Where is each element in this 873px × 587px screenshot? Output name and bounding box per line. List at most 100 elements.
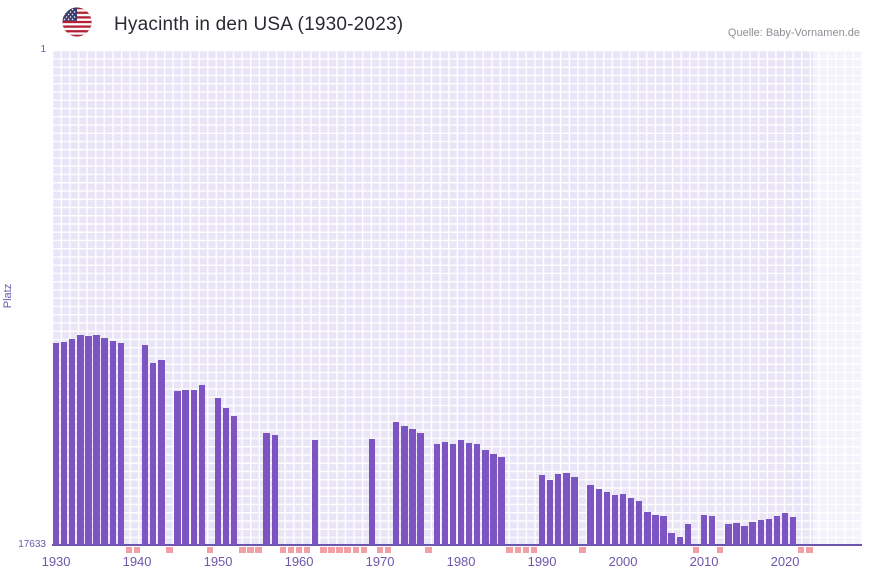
missing-year-marker [384,547,392,553]
missing-year-marker [166,547,173,553]
rank-bar [222,407,230,545]
rank-bar [684,524,692,545]
x-axis-tick-label: 1950 [203,554,233,569]
x-axis-tick-label: 1980 [446,554,476,569]
rank-bar [417,433,424,545]
x-axis-labels: 1930 1940 1950 1960 1970 1980 1990 2000 2010 2020 [42,552,862,572]
missing-year-marker [320,547,327,553]
rank-bar [611,494,619,545]
rank-bar [465,443,473,545]
missing-year-marker [514,547,521,553]
rank-bar [271,434,278,545]
rank-bar [538,475,546,545]
recent-years-highlight-band [813,50,862,545]
rank-bar [393,421,400,545]
rank-bar [587,485,594,545]
rank-bar [725,524,732,545]
rank-bar [109,340,116,545]
chart-title: Hyacinth in den USA (1930-2023) [114,14,404,35]
rank-bar [449,444,457,545]
rank-bar [700,514,708,545]
rank-bar [433,444,440,545]
x-axis-tick-label: 1970 [365,554,395,569]
rank-bar [263,433,270,545]
rank-bar [660,516,667,545]
x-axis-line [52,544,862,546]
rank-bar [60,341,68,545]
missing-year-marker [506,547,513,553]
y-axis-top-tick-label: 1 [40,44,46,55]
missing-year-marker [287,547,295,553]
x-axis-tick-label: 1990 [527,554,557,569]
rank-bar [563,472,570,545]
y-axis-bottom-tick-label: 17633 [18,539,46,550]
rank-bar [571,476,578,545]
rank-bar [789,517,797,545]
rank-bar [749,521,756,545]
missing-year-marker [295,547,303,553]
rank-bar [231,416,238,545]
missing-year-marker [360,547,368,553]
missing-year-marker [425,547,432,553]
x-axis-tick-label: 2020 [770,554,800,569]
rank-bar [85,336,92,545]
missing-year-marker [125,547,133,553]
rank-bar [52,343,60,545]
rank-bar [652,514,659,545]
rank-bar [644,511,651,545]
rank-bar [409,428,416,545]
missing-year-marker [344,547,351,553]
rank-bar [555,473,562,545]
rank-bar [198,385,206,545]
missing-year-marker [336,547,343,553]
rank-bar [741,525,748,545]
missing-year-marker [692,547,700,553]
rank-bar [474,444,481,545]
rank-bar [457,440,465,545]
rank-bar [498,457,505,545]
x-axis-tick-label: 1930 [41,554,71,569]
rank-bar [773,516,781,545]
x-axis-tick-label: 2000 [608,554,638,569]
missing-year-marker [206,547,214,553]
rank-bar [636,500,643,545]
rank-bar [676,537,683,545]
rank-bar [708,516,716,545]
source-attribution: Quelle: Baby-Vornamen.de [727,27,860,39]
us-flag-icon [62,7,92,37]
rank-bar [668,532,675,545]
missing-year-marker [522,547,530,553]
rank-bar [603,492,611,545]
missing-year-marker [328,547,335,553]
missing-year-marker [530,547,538,553]
rank-bar [482,450,489,545]
rank-bar [441,441,449,545]
rank-bar [69,339,76,545]
x-axis-tick-label: 1940 [122,554,152,569]
rank-bar [490,454,497,545]
rank-bar [117,343,125,545]
y-axis-title: Platz [2,283,15,309]
rank-bar [214,398,222,545]
rank-bar [150,363,157,545]
rank-bar [190,389,197,545]
missing-year-marker [798,547,805,553]
rank-bar [101,337,108,545]
rank-bar [312,440,319,545]
rank-bar [401,426,408,545]
x-axis-tick-label: 2010 [689,554,719,569]
missing-year-marker [255,547,262,553]
missing-year-marker [247,547,254,553]
rank-bar [93,334,100,545]
rank-bar [627,497,635,545]
missing-year-marker [239,547,246,553]
rank-bar [141,344,149,545]
missing-year-marker [717,547,724,553]
rank-bar [182,389,189,545]
rank-bar [733,523,740,545]
rank-bar [765,518,773,545]
rank-bar [757,520,764,545]
x-axis-tick-label: 1960 [284,554,314,569]
missing-year-marker [579,547,586,553]
